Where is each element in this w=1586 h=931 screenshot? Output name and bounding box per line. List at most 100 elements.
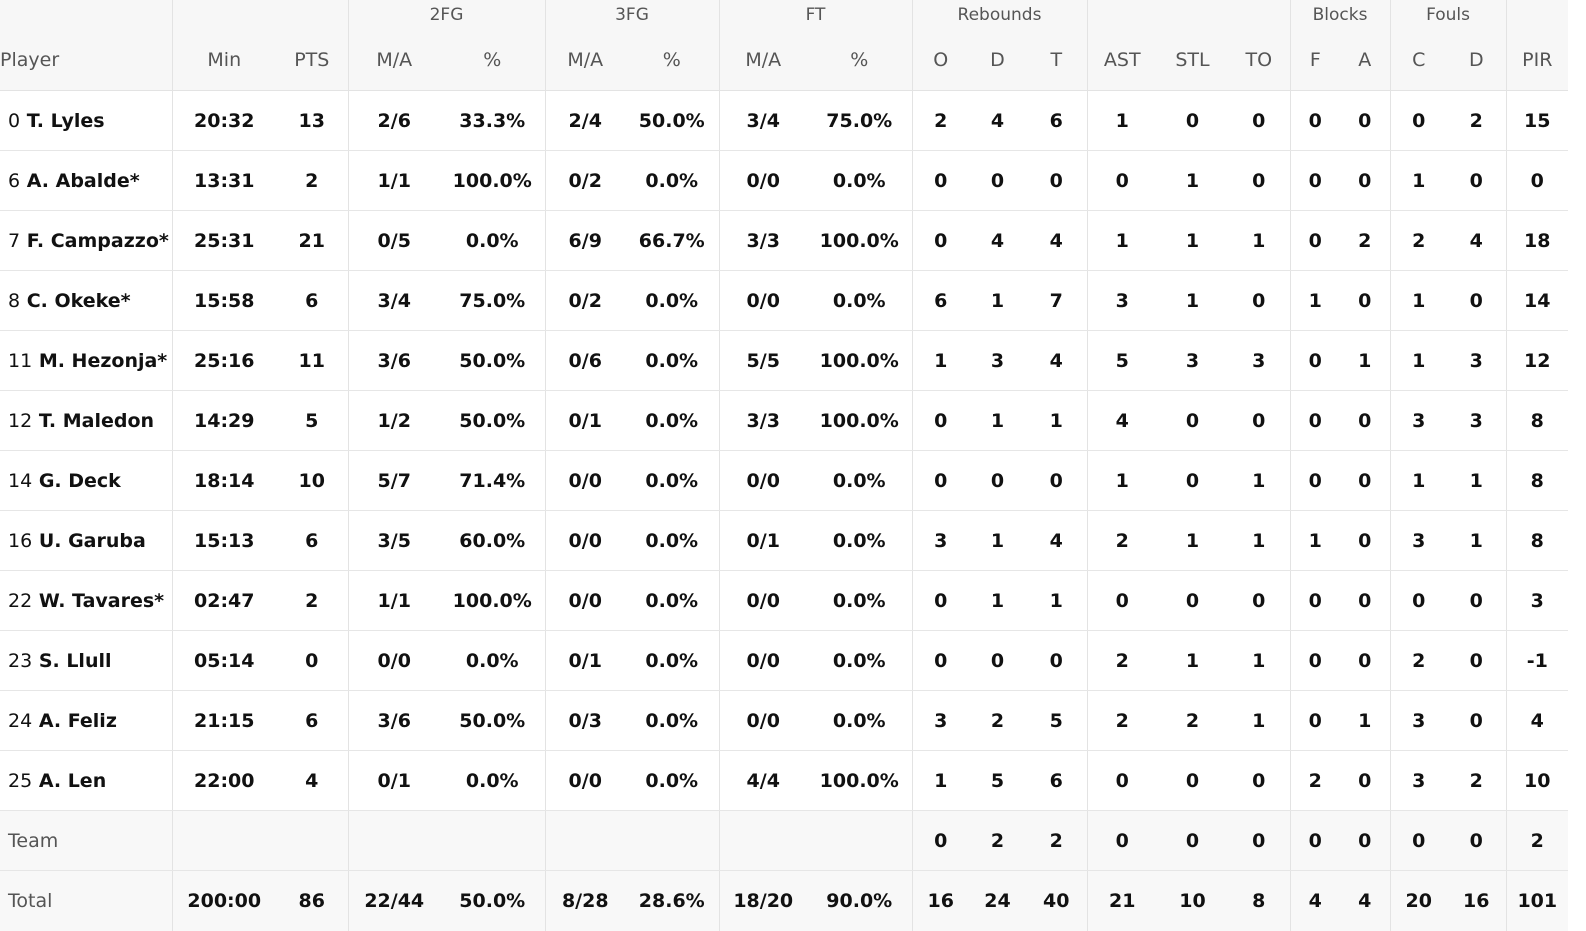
col-header-pir[interactable]: PIR (1506, 30, 1568, 91)
stl-cell: 0 (1157, 391, 1228, 451)
player-cell[interactable]: 0 T. Lyles (0, 91, 172, 151)
fg3-ma-cell: 2/4 (545, 91, 625, 151)
player-cell[interactable]: 23 S. Llull (0, 631, 172, 691)
player-name[interactable]: F. Campazzo* (27, 230, 169, 252)
pts-cell: 10 (276, 451, 348, 511)
player-name[interactable]: S. Llull (39, 650, 112, 672)
fg3-pct-cell: 0.0% (625, 151, 719, 211)
reb-o-cell: 0 (912, 151, 969, 211)
ft-pct-cell: 0.0% (807, 271, 912, 331)
to-cell: 0 (1228, 271, 1290, 331)
player-name[interactable]: T. Maledon (39, 410, 154, 432)
player-cell[interactable]: 14 G. Deck (0, 451, 172, 511)
blk-a-cell: 0 (1340, 91, 1390, 151)
player-number: 16 (8, 530, 32, 552)
blk-a-cell: 0 (1340, 631, 1390, 691)
col-header-reb-o[interactable]: O (912, 30, 969, 91)
fg2-pct-cell: 100.0% (440, 151, 545, 211)
group-header-empty (1506, 0, 1568, 30)
foul-c-cell: 0 (1390, 91, 1447, 151)
fg3-pct-cell: 0.0% (625, 511, 719, 571)
player-number: 25 (8, 770, 32, 792)
col-header-blk-f[interactable]: F (1290, 30, 1340, 91)
reb-d-cell: 0 (969, 631, 1026, 691)
fg3-pct-cell: 50.0% (625, 91, 719, 151)
fg3-pct-cell: 0.0% (625, 391, 719, 451)
stl-cell: 1 (1157, 511, 1228, 571)
ft-pct-cell: 0.0% (807, 691, 912, 751)
group-header-ft: FT (719, 0, 912, 30)
blk-f-cell: 0 (1290, 151, 1340, 211)
reb-o-cell: 1 (912, 331, 969, 391)
fg3-ma-cell: 0/3 (545, 691, 625, 751)
foul-d-cell: 0 (1447, 571, 1506, 631)
reb-o-cell: 0 (912, 391, 969, 451)
col-header-blk-a[interactable]: A (1340, 30, 1390, 91)
player-cell[interactable]: 24 A. Feliz (0, 691, 172, 751)
player-name[interactable]: A. Abalde* (27, 170, 140, 192)
ft-ma-cell: 3/3 (719, 211, 807, 271)
min-cell: 25:16 (172, 331, 276, 391)
col-header-min[interactable]: Min (172, 30, 276, 91)
col-header-player[interactable]: Player (0, 30, 172, 91)
col-header-foul-d[interactable]: D (1447, 30, 1506, 91)
col-header-ft-ma[interactable]: M/A (719, 30, 807, 91)
reb-d-cell: 4 (969, 91, 1026, 151)
team-foul-d-cell: 0 (1447, 811, 1506, 871)
player-name[interactable]: U. Garuba (39, 530, 146, 552)
player-cell[interactable]: 12 T. Maledon (0, 391, 172, 451)
ast-cell: 2 (1087, 511, 1157, 571)
team-to-cell: 0 (1228, 811, 1290, 871)
reb-d-cell: 1 (969, 511, 1026, 571)
reb-o-cell: 3 (912, 511, 969, 571)
pts-cell: 6 (276, 691, 348, 751)
player-name[interactable]: A. Len (39, 770, 106, 792)
player-cell[interactable]: 6 A. Abalde* (0, 151, 172, 211)
fg3-pct-cell: 0.0% (625, 571, 719, 631)
player-name[interactable]: W. Tavares* (39, 590, 164, 612)
team-fg3-pct-cell (625, 811, 719, 871)
col-header-ast[interactable]: AST (1087, 30, 1157, 91)
player-cell[interactable]: 11 M. Hezonja* (0, 331, 172, 391)
foul-c-cell: 1 (1390, 151, 1447, 211)
ft-pct-cell: 100.0% (807, 331, 912, 391)
col-header-3fg-pct[interactable]: % (625, 30, 719, 91)
reb-o-cell: 3 (912, 691, 969, 751)
total-label: Total (8, 890, 52, 912)
ast-cell: 5 (1087, 331, 1157, 391)
player-name[interactable]: A. Feliz (39, 710, 117, 732)
fg2-pct-cell: 50.0% (440, 331, 545, 391)
reb-t-cell: 7 (1026, 271, 1087, 331)
player-name[interactable]: M. Hezonja* (39, 350, 167, 372)
col-header-reb-d[interactable]: D (969, 30, 1026, 91)
col-header-reb-t[interactable]: T (1026, 30, 1087, 91)
col-header-foul-c[interactable]: C (1390, 30, 1447, 91)
team-fg2-ma-cell (348, 811, 440, 871)
player-cell[interactable]: 7 F. Campazzo* (0, 211, 172, 271)
col-header-ft-pct[interactable]: % (807, 30, 912, 91)
player-name[interactable]: G. Deck (39, 470, 121, 492)
fg3-ma-cell: 0/2 (545, 271, 625, 331)
reb-t-cell: 1 (1026, 571, 1087, 631)
col-header-stl[interactable]: STL (1157, 30, 1228, 91)
col-header-2fg-pct[interactable]: % (440, 30, 545, 91)
col-header-pts[interactable]: PTS (276, 30, 348, 91)
ast-cell: 0 (1087, 751, 1157, 811)
player-name[interactable]: T. Lyles (27, 110, 105, 132)
reb-t-cell: 0 (1026, 151, 1087, 211)
blk-a-cell: 0 (1340, 151, 1390, 211)
player-cell[interactable]: 22 W. Tavares* (0, 571, 172, 631)
min-cell: 18:14 (172, 451, 276, 511)
ft-pct-cell: 0.0% (807, 451, 912, 511)
player-name[interactable]: C. Okeke* (27, 290, 131, 312)
player-cell[interactable]: 16 U. Garuba (0, 511, 172, 571)
foul-d-cell: 2 (1447, 751, 1506, 811)
player-cell[interactable]: 25 A. Len (0, 751, 172, 811)
foul-c-cell: 1 (1390, 451, 1447, 511)
player-cell[interactable]: 8 C. Okeke* (0, 271, 172, 331)
foul-d-cell: 1 (1447, 451, 1506, 511)
col-header-3fg-ma[interactable]: M/A (545, 30, 625, 91)
col-header-2fg-ma[interactable]: M/A (348, 30, 440, 91)
col-header-to[interactable]: TO (1228, 30, 1290, 91)
foul-c-cell: 3 (1390, 691, 1447, 751)
